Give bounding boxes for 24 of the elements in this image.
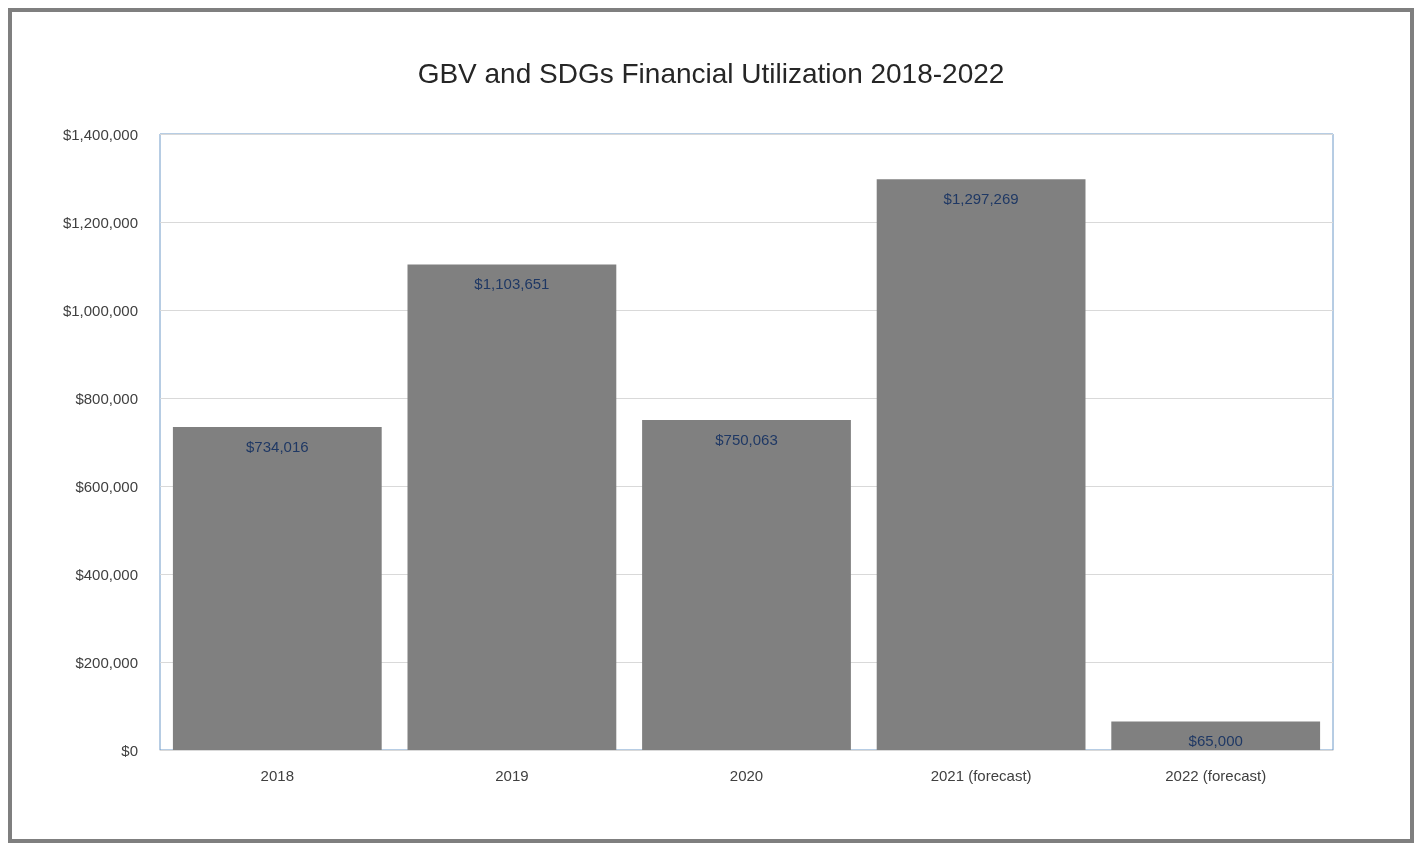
x-tick-label: 2020 (729, 767, 764, 784)
bar (172, 427, 382, 750)
y-tick-label: $1,000,000 (62, 301, 138, 319)
y-tick-label: $0 (121, 741, 138, 759)
bar (407, 264, 617, 750)
y-tick-label: $1,200,000 (62, 213, 138, 231)
y-tick-label: $600,000 (75, 477, 138, 495)
data-label: $1,103,651 (474, 275, 550, 293)
bar (1111, 721, 1321, 750)
data-label: $65,000 (1188, 732, 1243, 750)
bar (642, 419, 851, 750)
y-tick-label: $400,000 (75, 565, 138, 583)
chart-title: GBV and SDGs Financial Utilization 2018-2022 (417, 57, 1005, 89)
bar (876, 179, 1086, 750)
x-tick-label: 2018 (260, 767, 294, 784)
x-tick-label: 2019 (495, 767, 529, 784)
data-label: $734,016 (246, 438, 309, 456)
x-tick-label: 2022 (forecast) (1165, 767, 1267, 784)
y-tick-label: $800,000 (75, 389, 138, 407)
x-tick-label: 2021 (forecast) (930, 767, 1032, 784)
y-tick-label: $1,400,000 (62, 125, 138, 143)
data-label: $1,297,269 (943, 190, 1019, 208)
y-tick-label: $200,000 (75, 653, 138, 671)
data-label: $750,063 (715, 430, 778, 448)
